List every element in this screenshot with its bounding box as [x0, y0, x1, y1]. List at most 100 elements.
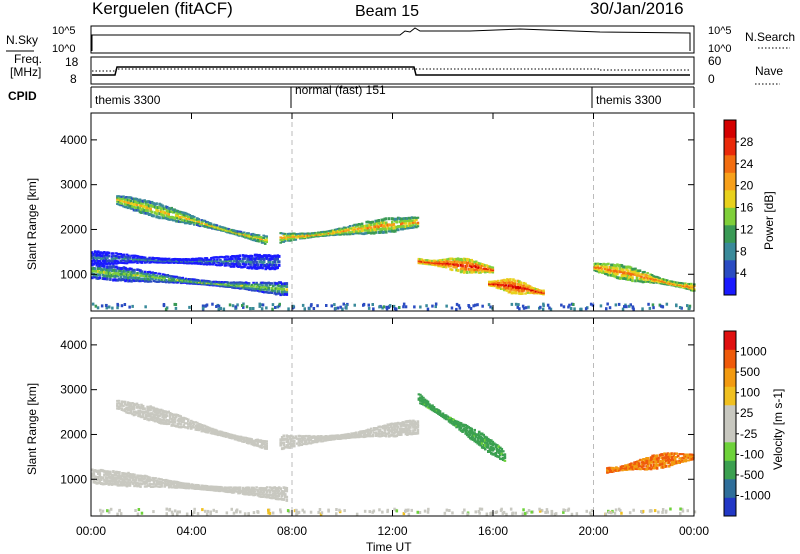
data-cell: [528, 292, 532, 295]
data-cell: [650, 279, 654, 282]
data-cell: [403, 219, 406, 223]
data-cell: [210, 487, 213, 490]
data-cell: [187, 486, 191, 489]
data-cell: [451, 511, 454, 515]
data-cell: [143, 260, 147, 263]
data-cell: [116, 260, 120, 263]
data-cell: [92, 275, 96, 279]
data-cell: [201, 304, 205, 308]
data-cell: [336, 306, 340, 310]
data-cell: [595, 270, 598, 272]
data-cell: [287, 236, 290, 239]
data-cell: [116, 480, 120, 484]
data-cell: [189, 281, 192, 284]
data-cell: [299, 443, 302, 447]
data-cell: [491, 440, 495, 444]
data-cell: [178, 276, 181, 279]
data-cell: [235, 486, 239, 489]
data-cell: [135, 402, 139, 406]
data-cell: [464, 429, 467, 432]
data-cell: [318, 233, 322, 236]
data-cell: [311, 440, 314, 442]
data-cell: [92, 253, 96, 256]
data-cell: [113, 479, 117, 483]
data-cell: [657, 456, 660, 460]
data-cell: [391, 433, 394, 437]
data-cell: [231, 255, 234, 258]
data-cell: [262, 260, 266, 264]
data-cell: [654, 460, 657, 464]
data-cell: [391, 426, 394, 430]
data-cell: [413, 305, 416, 309]
data-cell: [470, 432, 473, 435]
data-cell: [381, 434, 385, 437]
data-cell: [351, 229, 355, 231]
data-cell: [279, 443, 282, 447]
data-cell: [144, 200, 148, 204]
data-cell: [299, 232, 302, 235]
data-cell: [247, 493, 251, 496]
data-cell: [468, 431, 472, 434]
data-cell: [473, 437, 476, 441]
data-cell: [389, 429, 393, 432]
data-cell: [128, 475, 132, 479]
data-cell: [223, 283, 227, 286]
data-cell: [225, 255, 228, 258]
data-cell: [191, 420, 195, 423]
data-cell: [366, 224, 370, 227]
data-cell: [649, 276, 652, 278]
data-cell: [673, 456, 677, 459]
data-cell: [596, 270, 600, 273]
data-cell: [213, 262, 216, 265]
data-cell: [336, 230, 340, 233]
data-cell: [481, 304, 484, 308]
data-cell: [203, 430, 207, 433]
data-cell: [655, 460, 659, 464]
data-cell: [179, 420, 182, 423]
data-cell: [137, 482, 141, 486]
data-cell: [253, 266, 257, 270]
data-cell: [172, 486, 175, 489]
cpid-mode-1: normal (fast) 151: [295, 83, 386, 97]
data-cell: [449, 418, 452, 421]
data-cell: [525, 289, 529, 292]
data-cell: [184, 219, 187, 222]
data-cell: [184, 417, 187, 420]
data-cell: [684, 283, 687, 286]
data-cell: [629, 272, 633, 276]
data-cell: [155, 261, 159, 264]
data-cell: [688, 287, 692, 290]
data-cell: [116, 471, 120, 474]
data-cell: [158, 410, 161, 414]
data-cell: [159, 408, 163, 412]
data-cell: [142, 475, 145, 478]
data-cell: [104, 277, 108, 281]
data-cell: [262, 281, 266, 285]
data-cell: [675, 460, 678, 463]
data-cell: [128, 206, 131, 209]
data-cell: [259, 254, 263, 258]
data-cell: [113, 271, 117, 275]
data-cell: [194, 427, 198, 430]
data-cell: [165, 419, 169, 422]
data-cell: [312, 307, 316, 310]
data-cell: [261, 491, 264, 494]
data-cell: [318, 435, 322, 438]
data-cell: [196, 217, 199, 220]
data-cell: [306, 437, 310, 440]
data-cell: [303, 232, 307, 235]
data-cell: [245, 234, 249, 237]
data-cell: [336, 233, 340, 236]
data-cell: [452, 265, 455, 269]
data-cell: [94, 269, 97, 273]
data-cell: [360, 222, 364, 225]
data-cell: [312, 232, 316, 235]
data-cell: [607, 510, 611, 514]
data-cell: [161, 418, 164, 422]
data-cell: [629, 269, 633, 273]
data-cell: [375, 227, 379, 231]
data-cell: [682, 460, 686, 463]
colorbar-swatch: [724, 172, 736, 191]
data-cell: [378, 227, 382, 231]
data-cell: [441, 414, 445, 417]
